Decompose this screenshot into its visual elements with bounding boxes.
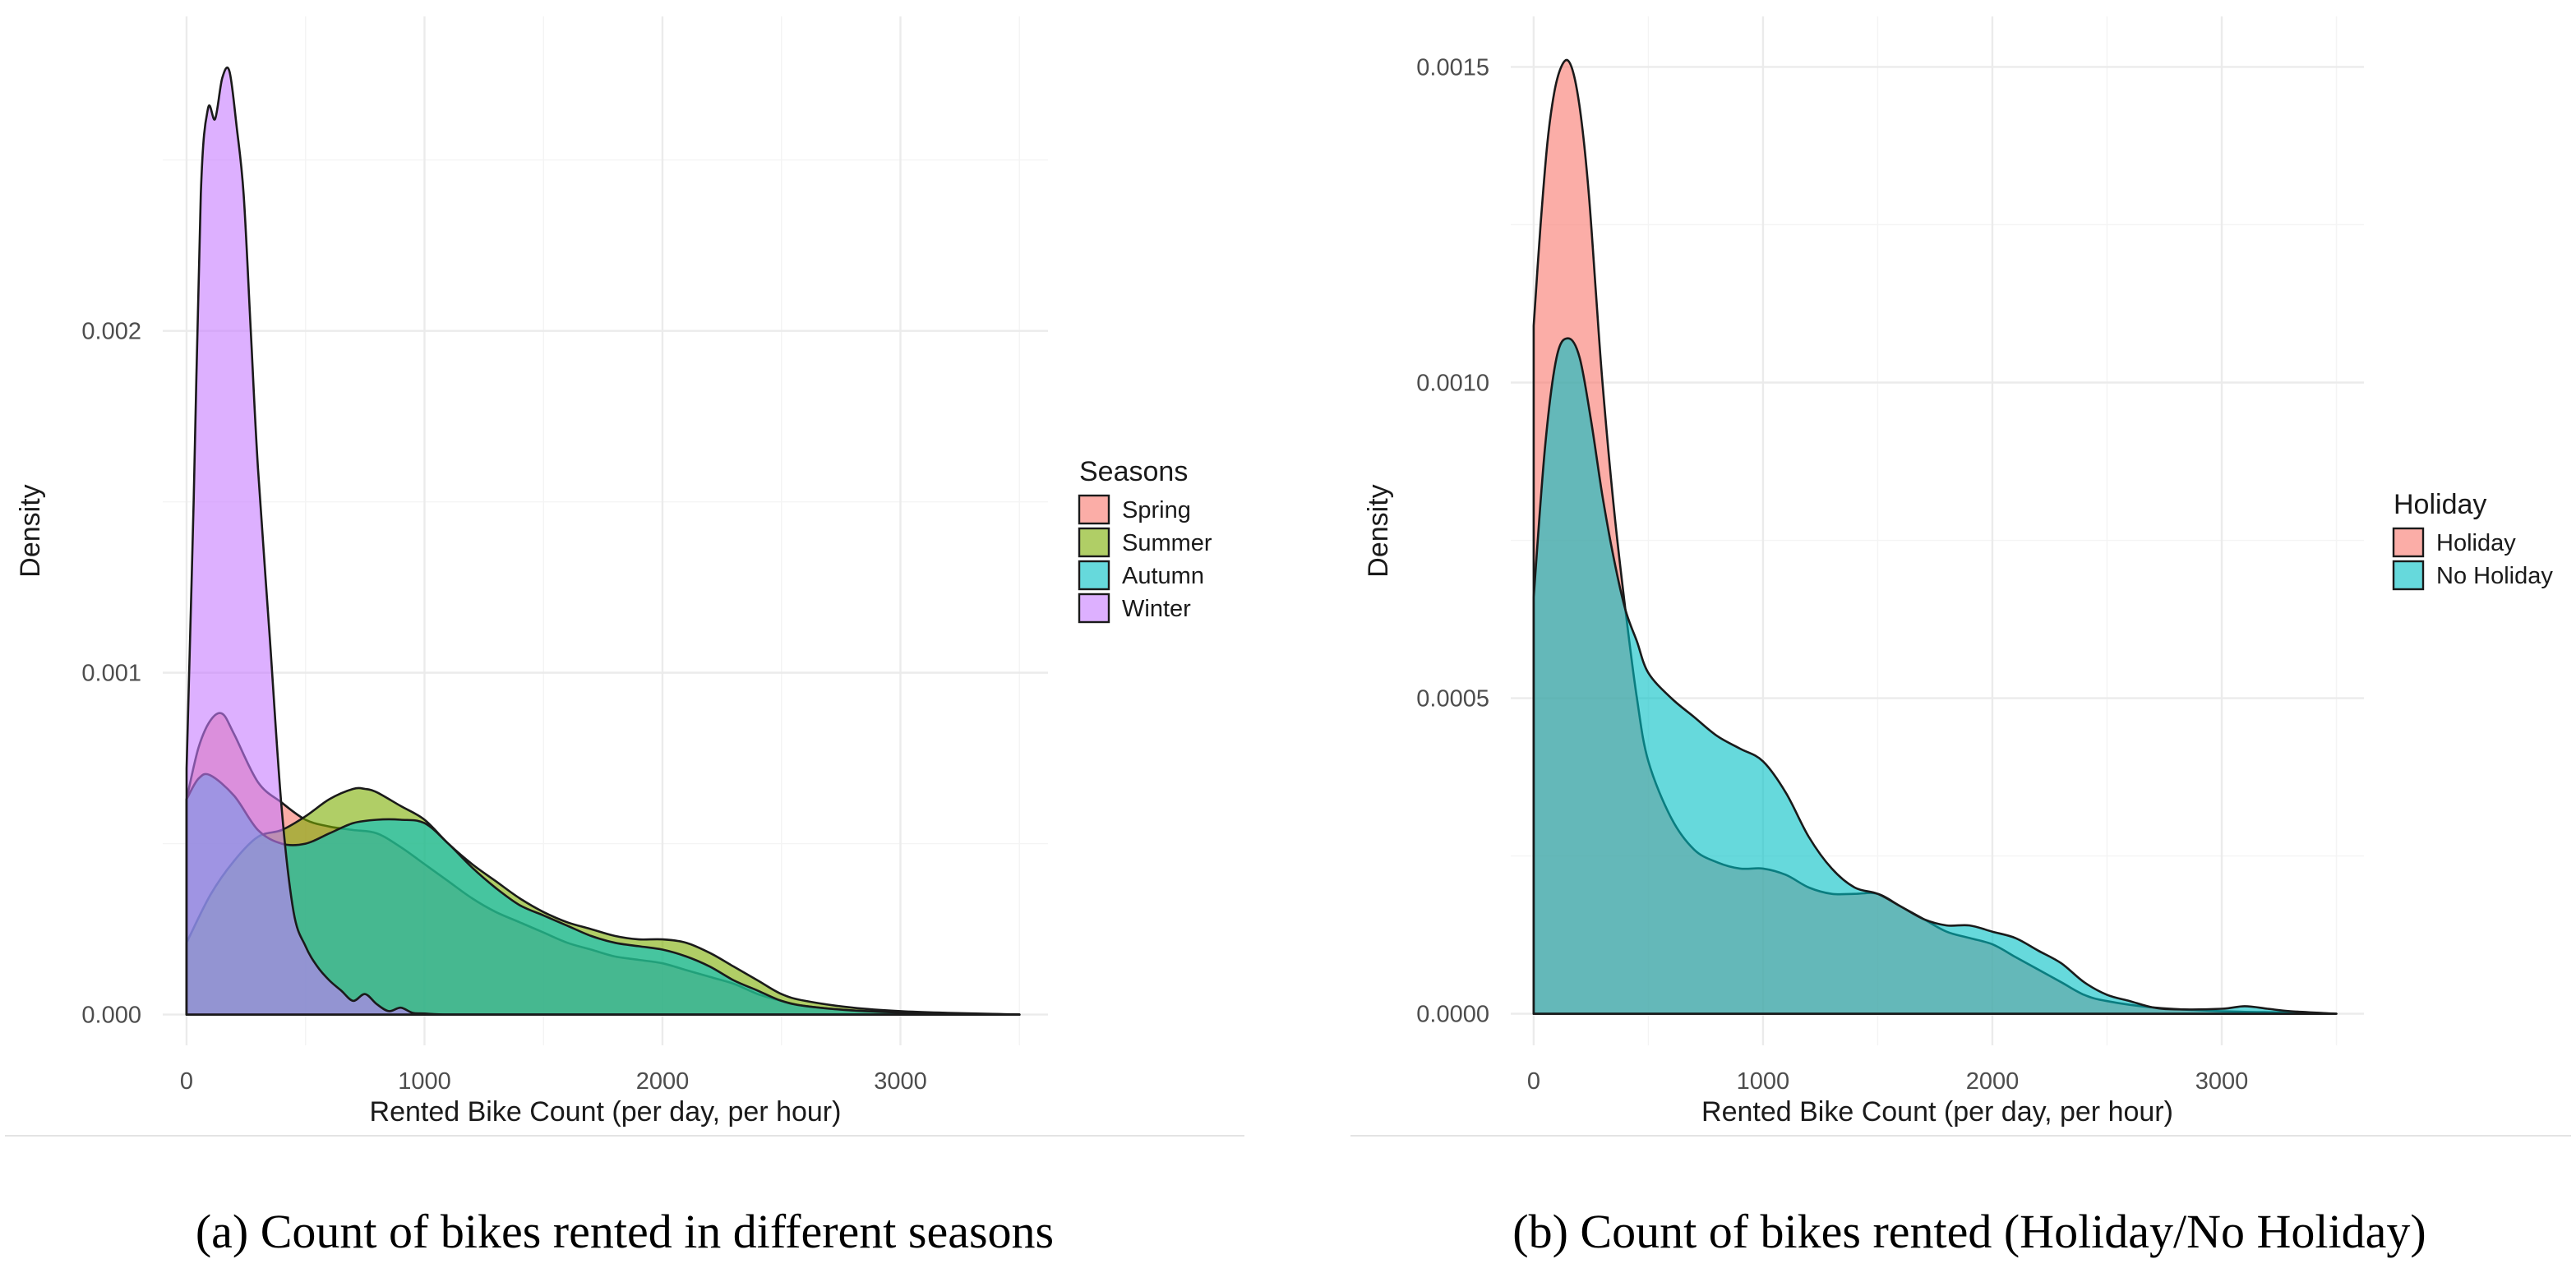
holiday-x-tick-label: 2000 — [1966, 1068, 2020, 1095]
density-winter — [185, 67, 1021, 1016]
legend-key-spring — [1078, 494, 1110, 525]
holiday-y-ticks: 0.0000 0.0005 0.0010 0.0015 — [1416, 54, 1489, 1027]
holiday-legend: Holiday Holiday No Holiday — [2392, 489, 2553, 591]
holiday-y-tick-label: 0.0005 — [1416, 686, 1489, 712]
legend-key-holiday — [2392, 527, 2425, 558]
holiday-x-tick-label: 0 — [1527, 1068, 1540, 1095]
holiday-x-axis-title: Rented Bike Count (per day, per hour) — [1701, 1096, 2173, 1128]
legend-label-no-holiday: No Holiday — [2436, 563, 2553, 589]
grid — [1511, 16, 2364, 1045]
seasons-caption: (a) Count of bikes rented in different s… — [196, 1205, 1054, 1258]
seasons-plot-area — [163, 16, 1048, 1045]
legend-label-autumn: Autumn — [1122, 563, 1204, 589]
legend-key-autumn — [1078, 560, 1110, 591]
legend-label-holiday: Holiday — [2436, 530, 2516, 556]
seasons-x-tick-label: 3000 — [874, 1068, 927, 1095]
holiday-density-chart: 0 1000 2000 3000 0.0000 0.0005 0.0010 0.… — [1350, 16, 2571, 1137]
seasons-y-ticks: 0.000 0.001 0.002 — [81, 319, 141, 1029]
legend-key-winter — [1078, 593, 1110, 624]
holiday-legend-title: Holiday — [2394, 489, 2486, 520]
holiday-caption: (b) Count of bikes rented (Holiday/No Ho… — [1512, 1205, 2426, 1258]
seasons-x-tick-label: 2000 — [636, 1068, 690, 1095]
seasons-y-tick-label: 0.001 — [81, 661, 141, 687]
legend-key-summer — [1078, 527, 1110, 558]
holiday-plot-area — [1511, 16, 2364, 1045]
legend-label-winter: Winter — [1122, 596, 1191, 622]
holiday-y-axis-title: Density — [1363, 484, 1394, 577]
legend-label-spring: Spring — [1122, 497, 1191, 523]
seasons-legend-title: Seasons — [1079, 456, 1188, 487]
holiday-x-tick-label: 3000 — [2195, 1068, 2249, 1095]
density-areas — [185, 67, 1021, 1016]
seasons-x-axis-title: Rented Bike Count (per day, per hour) — [370, 1096, 842, 1128]
legend-label-summer: Summer — [1122, 530, 1212, 556]
seasons-x-tick-label: 1000 — [398, 1068, 451, 1095]
seasons-density-chart: 0 1000 2000 3000 0.000 0.001 0.002 Rente… — [5, 16, 1244, 1137]
density-no-holiday — [1532, 337, 2338, 1015]
seasons-y-axis-title: Density — [15, 484, 46, 577]
density-areas — [1532, 58, 2338, 1015]
holiday-y-tick-label: 0.0015 — [1416, 54, 1489, 81]
seasons-y-tick-label: 0.002 — [81, 319, 141, 345]
holiday-x-ticks: 0 1000 2000 3000 — [1527, 1068, 2248, 1095]
seasons-x-ticks: 0 1000 2000 3000 — [180, 1068, 927, 1095]
legend-key-no-holiday — [2392, 560, 2425, 591]
holiday-x-tick-label: 1000 — [1737, 1068, 1790, 1095]
holiday-y-tick-label: 0.0010 — [1416, 370, 1489, 396]
holiday-y-tick-label: 0.0000 — [1416, 1002, 1489, 1028]
seasons-legend: Seasons Spring Summer Autumn Winter — [1078, 456, 1212, 624]
seasons-x-tick-label: 0 — [180, 1068, 193, 1095]
seasons-y-tick-label: 0.000 — [81, 1003, 141, 1029]
